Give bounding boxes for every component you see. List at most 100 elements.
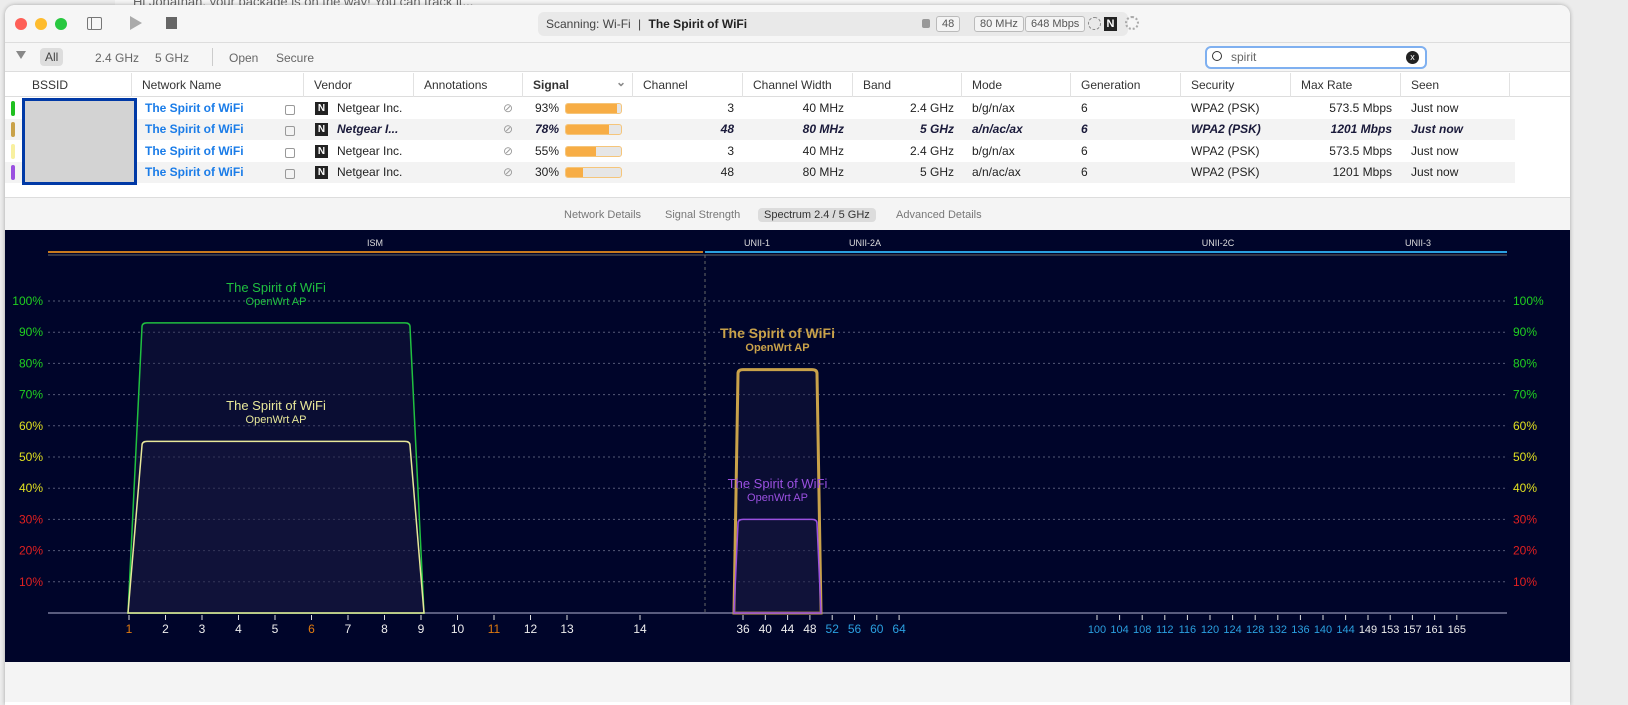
- channel-label: 161: [1425, 624, 1443, 636]
- vendor: Netgear Inc.: [337, 143, 403, 158]
- channel-label: 132: [1269, 624, 1287, 636]
- detail-tabs: Network Details Signal Strength Spectrum…: [5, 197, 1570, 230]
- signal-curve: [733, 518, 822, 614]
- table-row[interactable]: The Spirit of WiFi N Netgear Inc. ⊘ 55% 3 40 M…: [5, 140, 1515, 162]
- curve-label-name: The Spirit of WiFi: [226, 398, 326, 413]
- y-tick-label-right: 90%: [1513, 325, 1537, 339]
- channel: 3: [727, 143, 734, 158]
- column-header-mode[interactable]: Mode: [962, 73, 1071, 97]
- y-tick-label-right: 30%: [1513, 512, 1537, 526]
- annotation-icon[interactable]: ⊘: [502, 143, 514, 158]
- column-header-bssid[interactable]: BSSID: [22, 73, 132, 97]
- search-input[interactable]: spirit x: [1205, 46, 1427, 69]
- y-tick-label-right: 40%: [1513, 481, 1537, 495]
- seen: Just now: [1411, 122, 1464, 137]
- spectrum-chart: ISM UNII-1 UNII-2A UNII-2C UNII-3 10% 10% 20% 20…: [5, 230, 1570, 662]
- y-tick-label-right: 50%: [1513, 450, 1537, 464]
- y-tick-label-right: 60%: [1513, 419, 1537, 433]
- column-header-band[interactable]: Band: [853, 73, 962, 97]
- channel-label: 149: [1359, 624, 1377, 636]
- seen: Just now: [1411, 101, 1459, 115]
- tab-spectrum[interactable]: Spectrum 2.4 / 5 GHz: [758, 208, 876, 222]
- column-header-signal[interactable]: Signal ⌄: [523, 73, 633, 97]
- signal-percent: 55%: [534, 143, 559, 158]
- minimize-button[interactable]: [35, 18, 47, 30]
- channel-label: 52: [826, 622, 840, 636]
- channel-label: 44: [781, 622, 795, 636]
- security: WPA2 (PSK): [1191, 101, 1260, 115]
- sort-chevron-icon: ⌄: [615, 75, 626, 89]
- column-header-seen[interactable]: Seen: [1401, 73, 1510, 97]
- tab-advanced-details[interactable]: Advanced Details: [896, 209, 982, 221]
- vendor-logo-icon: N: [315, 165, 328, 179]
- column-header-generation[interactable]: Generation: [1071, 73, 1181, 97]
- seen: Just now: [1411, 143, 1459, 158]
- y-tick-label-left: 40%: [19, 481, 43, 495]
- y-tick-label-right: 20%: [1513, 544, 1537, 558]
- channel-label: 165: [1448, 624, 1466, 636]
- channel-label: 4: [235, 622, 242, 636]
- y-tick-label-left: 80%: [19, 356, 43, 370]
- titlebar: Scanning: Wi-Fi | The Spirit of WiFi 48 …: [5, 5, 1570, 43]
- rate-pill: 648 Mbps: [1025, 16, 1086, 32]
- column-header-network-name[interactable]: Network Name: [132, 73, 304, 97]
- search-value: spirit: [1231, 50, 1257, 64]
- tab-signal-strength[interactable]: Signal Strength: [665, 209, 741, 221]
- annotation-icon[interactable]: ⊘: [502, 164, 514, 179]
- status-display: Scanning: Wi-Fi | The Spirit of WiFi 48 …: [538, 12, 1128, 36]
- channel-label: 100: [1088, 624, 1106, 636]
- signal-bar-fill: [566, 104, 618, 113]
- lock-icon: [285, 168, 295, 179]
- vendor: Netgear I...: [337, 122, 399, 137]
- channel-label: 116: [1179, 624, 1197, 636]
- y-tick-label-right: 100%: [1513, 294, 1544, 308]
- sidebar-toggle-icon[interactable]: [87, 17, 102, 30]
- wifi-gen-icon: [1088, 17, 1101, 30]
- search-icon: [1212, 51, 1222, 61]
- annotation-icon[interactable]: ⊘: [502, 122, 514, 137]
- clear-search-icon[interactable]: x: [1406, 51, 1419, 64]
- band-label-unii-1: UNII-1: [744, 238, 770, 248]
- signal-bar: [565, 103, 622, 114]
- channel-label: 7: [345, 622, 352, 636]
- column-header-annotations[interactable]: Annotations: [414, 73, 523, 97]
- signal-bar-fill: [566, 146, 597, 156]
- band: 5 GHz: [919, 122, 954, 137]
- column-header-channel[interactable]: Channel: [633, 73, 743, 97]
- table-row[interactable]: The Spirit of WiFi N Netgear I... ⊘ 78% 48 80 …: [5, 119, 1515, 141]
- table-row[interactable]: The Spirit of WiFi N Netgear Inc. ⊘ 30% 48 80 …: [5, 161, 1515, 183]
- lock-icon: [285, 126, 295, 137]
- play-icon[interactable]: [130, 16, 142, 30]
- bottom-bar: [5, 662, 1570, 702]
- close-button[interactable]: [15, 18, 27, 30]
- channel: 48: [720, 164, 734, 179]
- channel-label: 144: [1336, 624, 1354, 636]
- filter-5ghz[interactable]: 5 GHz: [155, 51, 190, 65]
- table-row[interactable]: The Spirit of WiFi N Netgear Inc. ⊘ 93% 3 40 M…: [5, 98, 1515, 119]
- tab-network-details[interactable]: Network Details: [564, 209, 642, 221]
- column-header-vendor[interactable]: Vendor: [304, 73, 414, 97]
- filter-open[interactable]: Open: [229, 51, 259, 65]
- filter-secure[interactable]: Secure: [276, 51, 315, 65]
- column-header-channel-width[interactable]: Channel Width: [743, 73, 853, 97]
- max-rate: 1201 Mbps: [1330, 122, 1392, 137]
- signal-percent: 93%: [534, 101, 559, 115]
- column-header-security[interactable]: Security: [1181, 73, 1291, 97]
- signal-bar: [565, 145, 622, 157]
- channel-label: 128: [1246, 624, 1264, 636]
- stop-icon[interactable]: [166, 17, 177, 29]
- y-tick-label-left: 60%: [19, 419, 43, 433]
- signal-bar: [565, 166, 622, 178]
- max-rate: 1201 Mbps: [1332, 164, 1392, 179]
- filter-24ghz[interactable]: 2.4 GHz: [95, 51, 140, 65]
- zoom-button[interactable]: [55, 18, 67, 30]
- vendor-logo-icon: N: [315, 144, 328, 158]
- filter-all[interactable]: All: [40, 48, 64, 66]
- channel-label: 1: [126, 622, 133, 636]
- column-header-max-rate[interactable]: Max Rate: [1291, 73, 1401, 97]
- annotation-icon[interactable]: ⊘: [502, 101, 514, 115]
- filter-bar: All 2.4 GHz 5 GHz Open Secure spirit x: [5, 43, 1570, 72]
- channel-width: 40 MHz: [802, 101, 844, 115]
- channel-width: 40 MHz: [802, 143, 844, 158]
- background-text: Hi Jonathan, your package is on the way!…: [133, 0, 474, 8]
